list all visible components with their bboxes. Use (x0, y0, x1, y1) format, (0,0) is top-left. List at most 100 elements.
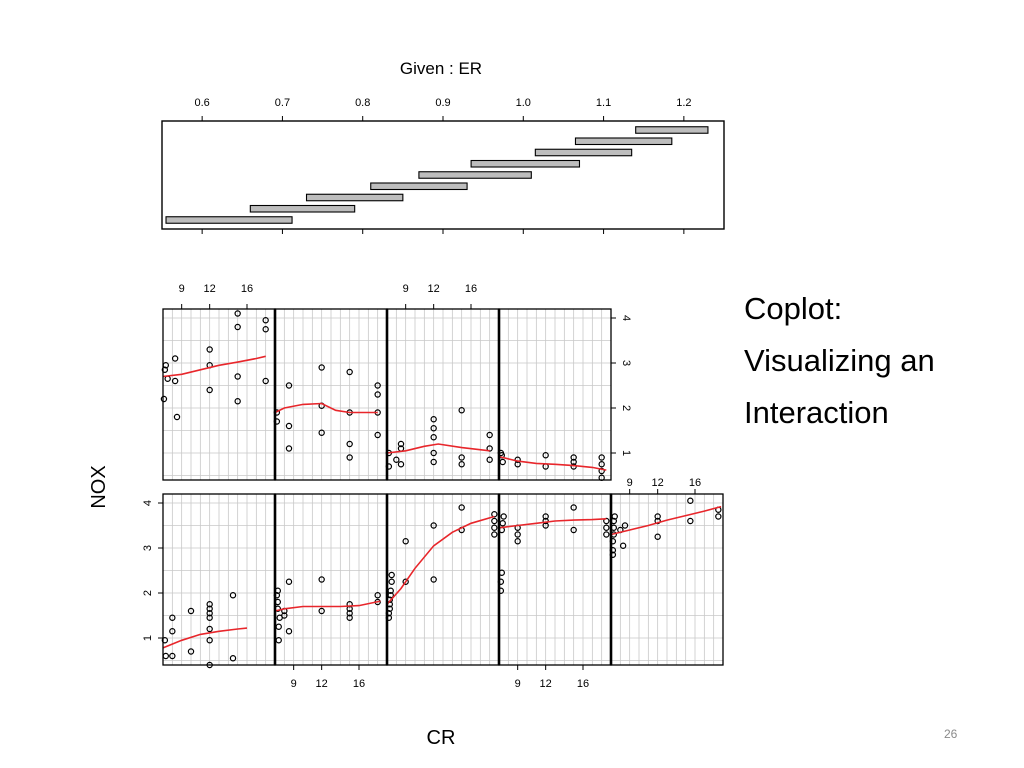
given-panel-title: Given : ER (400, 59, 482, 78)
data-point (173, 413, 181, 421)
loess-curve (610, 505, 722, 536)
data-point (654, 533, 661, 540)
data-point (169, 628, 176, 635)
data-point (619, 542, 627, 549)
data-point (374, 382, 381, 389)
data-point (458, 504, 465, 511)
y-tick-label: 2 (142, 590, 154, 596)
y-tick-label: 3 (142, 545, 154, 551)
data-point (458, 461, 465, 468)
data-point (171, 377, 179, 385)
given-interval-bar (534, 148, 633, 157)
data-point (570, 526, 577, 534)
data-point (318, 607, 325, 615)
data-point (318, 429, 325, 436)
loess-curve (498, 455, 607, 471)
data-point (206, 605, 213, 612)
given-tick-label: 0.7 (275, 97, 290, 109)
data-point (388, 571, 395, 579)
x-tick-label: 16 (465, 283, 477, 295)
y-tick-label: 4 (142, 500, 154, 506)
loess-curve (162, 627, 248, 649)
data-point (458, 407, 465, 414)
x-tick-label: 9 (403, 283, 409, 295)
data-point (374, 431, 381, 439)
x-tick-label: 16 (689, 477, 701, 489)
x-tick-label: 16 (353, 678, 365, 690)
loess-curve (498, 518, 607, 529)
data-point (486, 445, 493, 452)
slide-title-line-1: Coplot: (744, 291, 843, 326)
x-tick-label: 16 (577, 678, 589, 690)
given-interval-bar (470, 159, 581, 168)
y-axis-label: NOX (88, 465, 110, 508)
given-tick-label: 1.1 (596, 97, 611, 109)
data-point (281, 612, 288, 619)
x-tick-label: 9 (179, 283, 185, 295)
data-point (206, 346, 213, 353)
x-tick-label: 9 (291, 678, 297, 690)
data-point (234, 310, 241, 317)
data-point (542, 517, 549, 525)
data-point (160, 395, 168, 403)
data-point (169, 652, 176, 660)
loess-curve (386, 443, 490, 454)
data-point (171, 355, 179, 362)
data-point (542, 452, 549, 459)
x-tick-label: 16 (241, 283, 253, 295)
x-tick-label: 12 (540, 678, 552, 690)
data-point (687, 517, 694, 525)
data-point (570, 458, 577, 466)
data-point (430, 434, 437, 441)
data-point (397, 461, 405, 468)
y-tick-label: 1 (142, 635, 154, 641)
given-interval-bar (370, 182, 468, 191)
data-point (402, 578, 409, 585)
given-interval-bar (418, 171, 532, 179)
data-point (430, 449, 437, 457)
data-point (397, 440, 405, 448)
y-tick-label: 3 (620, 360, 632, 366)
data-point (430, 576, 437, 583)
given-tick-label: 0.6 (194, 97, 209, 109)
data-point (262, 326, 269, 333)
data-point (514, 538, 521, 545)
data-point (500, 513, 507, 520)
data-point (542, 513, 549, 520)
x-tick-label: 12 (652, 477, 664, 489)
loess-curve (274, 402, 378, 414)
data-point (687, 497, 694, 504)
data-point (187, 607, 195, 615)
data-point (229, 655, 237, 662)
data-point (285, 578, 293, 585)
y-tick-label: 1 (620, 450, 632, 456)
y-tick-label: 2 (620, 405, 632, 411)
data-point (206, 614, 213, 621)
given-interval-bar (574, 137, 673, 146)
data-point (458, 454, 465, 461)
x-tick-label: 12 (204, 283, 216, 295)
data-point (229, 592, 237, 599)
data-point (285, 422, 293, 430)
data-point (621, 522, 629, 529)
data-point (430, 522, 437, 529)
loess-curve (162, 355, 266, 378)
data-point (346, 614, 353, 621)
data-point (374, 391, 381, 398)
data-point (654, 513, 661, 520)
data-point (514, 531, 521, 538)
data-point (388, 578, 395, 585)
data-point (169, 614, 176, 621)
data-point (206, 601, 213, 608)
data-point (206, 637, 213, 644)
data-point (234, 323, 241, 331)
data-point (262, 317, 269, 324)
x-tick-label: 12 (428, 283, 440, 295)
data-point (402, 538, 409, 545)
x-tick-label: 9 (627, 477, 633, 489)
data-point (262, 377, 269, 385)
data-point (603, 524, 610, 531)
given-interval-bar (249, 204, 356, 213)
data-point (430, 458, 437, 466)
